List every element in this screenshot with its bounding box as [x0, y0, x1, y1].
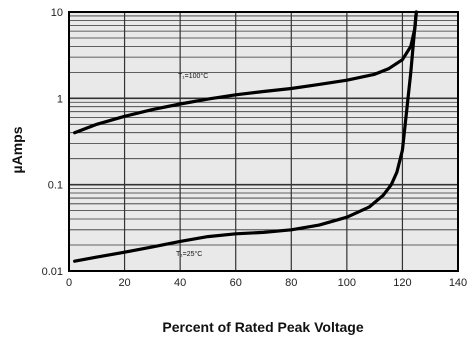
x-tick-label: 60: [230, 277, 242, 289]
tick-labels: 0 20 40 60 80 100 120 140 0.01 0.1 1 10: [42, 7, 468, 289]
x-tick-label: 20: [118, 277, 130, 289]
x-tick-label: 120: [393, 277, 411, 289]
plot-frame: [68, 11, 459, 272]
series-label-t25: T₁=25°C: [176, 250, 202, 258]
y-tick-label: 0.1: [48, 180, 63, 192]
y-tick-label: 10: [51, 7, 63, 19]
x-tick-label: 40: [174, 277, 186, 289]
y-axis-label: µAmps: [9, 126, 25, 173]
x-axis-label: Percent of Rated Peak Voltage: [162, 319, 363, 335]
y-tick-label: 1: [57, 93, 63, 105]
x-tick-label: 80: [285, 277, 297, 289]
x-tick-label: 100: [338, 277, 356, 289]
series-label-t100: T₁=100°C: [178, 72, 208, 80]
x-tick-label: 140: [449, 277, 467, 289]
y-tick-label: 0.01: [42, 266, 63, 278]
x-tick-label: 0: [66, 277, 72, 289]
plot-background: [69, 12, 458, 271]
